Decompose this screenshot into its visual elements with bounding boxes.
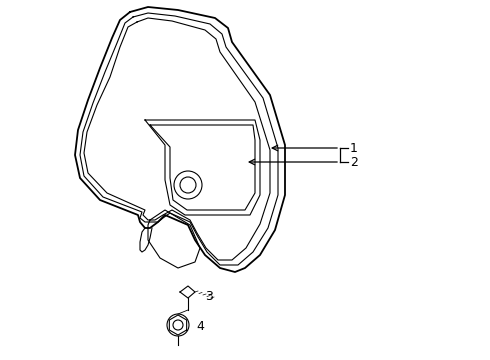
Text: 3: 3 <box>205 291 213 303</box>
Text: 4: 4 <box>196 320 204 333</box>
Text: 1: 1 <box>350 141 358 154</box>
Text: 2: 2 <box>350 156 358 168</box>
